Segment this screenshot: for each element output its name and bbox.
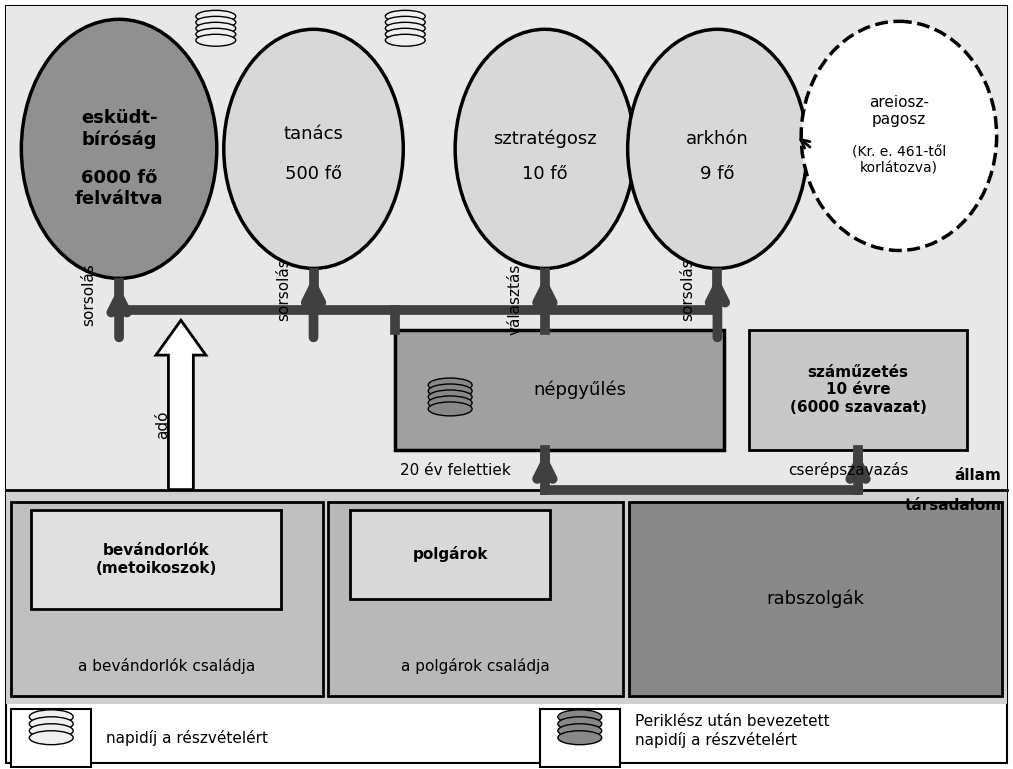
Text: areiosz-
pagosz: areiosz- pagosz	[869, 95, 929, 127]
Ellipse shape	[385, 10, 425, 22]
Ellipse shape	[29, 731, 73, 744]
Bar	[750, 330, 966, 450]
Ellipse shape	[21, 19, 217, 278]
Bar	[11, 709, 91, 767]
Ellipse shape	[385, 16, 425, 28]
FancyArrow shape	[156, 320, 206, 490]
Ellipse shape	[628, 29, 807, 268]
Ellipse shape	[385, 35, 425, 46]
Text: 9 fő: 9 fő	[700, 165, 734, 183]
Ellipse shape	[558, 710, 602, 724]
Text: társadalom: társadalom	[905, 498, 1002, 513]
Text: sorsolás: sorsolás	[277, 258, 291, 321]
Ellipse shape	[29, 724, 73, 737]
Ellipse shape	[455, 29, 635, 268]
Text: 10 fő: 10 fő	[522, 165, 567, 183]
Text: száműzetés
10 évre
(6000 szavazat): száműzetés 10 évre (6000 szavazat)	[789, 365, 927, 415]
Ellipse shape	[558, 724, 602, 737]
Bar	[6, 490, 1007, 704]
Text: cserépszavazás: cserépszavazás	[788, 461, 909, 478]
Ellipse shape	[385, 28, 425, 40]
Text: rabszolgák: rabszolgák	[766, 590, 864, 608]
Bar	[328, 501, 623, 696]
Text: sorsolás: sorsolás	[82, 263, 96, 326]
Text: polgárok: polgárok	[412, 547, 488, 562]
Ellipse shape	[428, 390, 472, 404]
Ellipse shape	[385, 22, 425, 35]
Bar	[11, 501, 322, 696]
Bar	[6, 6, 1007, 494]
Bar	[31, 510, 281, 609]
Text: a bevándorlók családja: a bevándorlók családja	[78, 658, 255, 674]
Bar	[629, 501, 1002, 696]
Text: népgyűlés: népgyűlés	[533, 381, 626, 399]
Text: esküdt-
bíróság: esküdt- bíróság	[81, 109, 157, 148]
Text: napidíj a részvételért: napidíj a részvételért	[106, 730, 268, 746]
Text: bevándorlók
(metoikoszok): bevándorlók (metoikoszok)	[95, 543, 217, 575]
Text: tanács: tanács	[284, 125, 343, 143]
Ellipse shape	[196, 28, 236, 40]
Text: adó: adó	[155, 411, 170, 439]
Ellipse shape	[196, 16, 236, 28]
Ellipse shape	[196, 35, 236, 46]
Bar	[540, 709, 620, 767]
Bar	[350, 510, 550, 599]
Text: sorsolás: sorsolás	[680, 258, 695, 321]
Ellipse shape	[196, 10, 236, 22]
Ellipse shape	[428, 384, 472, 398]
Ellipse shape	[428, 378, 472, 392]
Bar	[395, 330, 724, 450]
Text: Periklész után bevezetett
napidíj a részvételért: Periklész után bevezetett napidíj a rész…	[635, 714, 830, 747]
Text: 500 fő: 500 fő	[285, 165, 342, 183]
Text: arkhón: arkhón	[686, 130, 749, 148]
Ellipse shape	[196, 22, 236, 35]
Ellipse shape	[428, 402, 472, 416]
Text: 6000 fő
felváltva: 6000 fő felváltva	[75, 169, 163, 208]
Ellipse shape	[558, 717, 602, 731]
Ellipse shape	[29, 717, 73, 731]
Text: a polgárok családja: a polgárok családja	[401, 658, 550, 674]
Ellipse shape	[801, 22, 997, 251]
Ellipse shape	[558, 731, 602, 744]
Text: (Kr. e. 461-től
korlátozva): (Kr. e. 461-től korlátozva)	[852, 145, 946, 176]
Ellipse shape	[428, 396, 472, 410]
Ellipse shape	[29, 710, 73, 724]
Text: állam: állam	[955, 468, 1002, 483]
Text: választás: választás	[508, 264, 523, 335]
Ellipse shape	[224, 29, 403, 268]
Text: 20 év felettiek: 20 év felettiek	[400, 463, 511, 478]
Text: sztratégosz: sztratégosz	[493, 130, 597, 148]
